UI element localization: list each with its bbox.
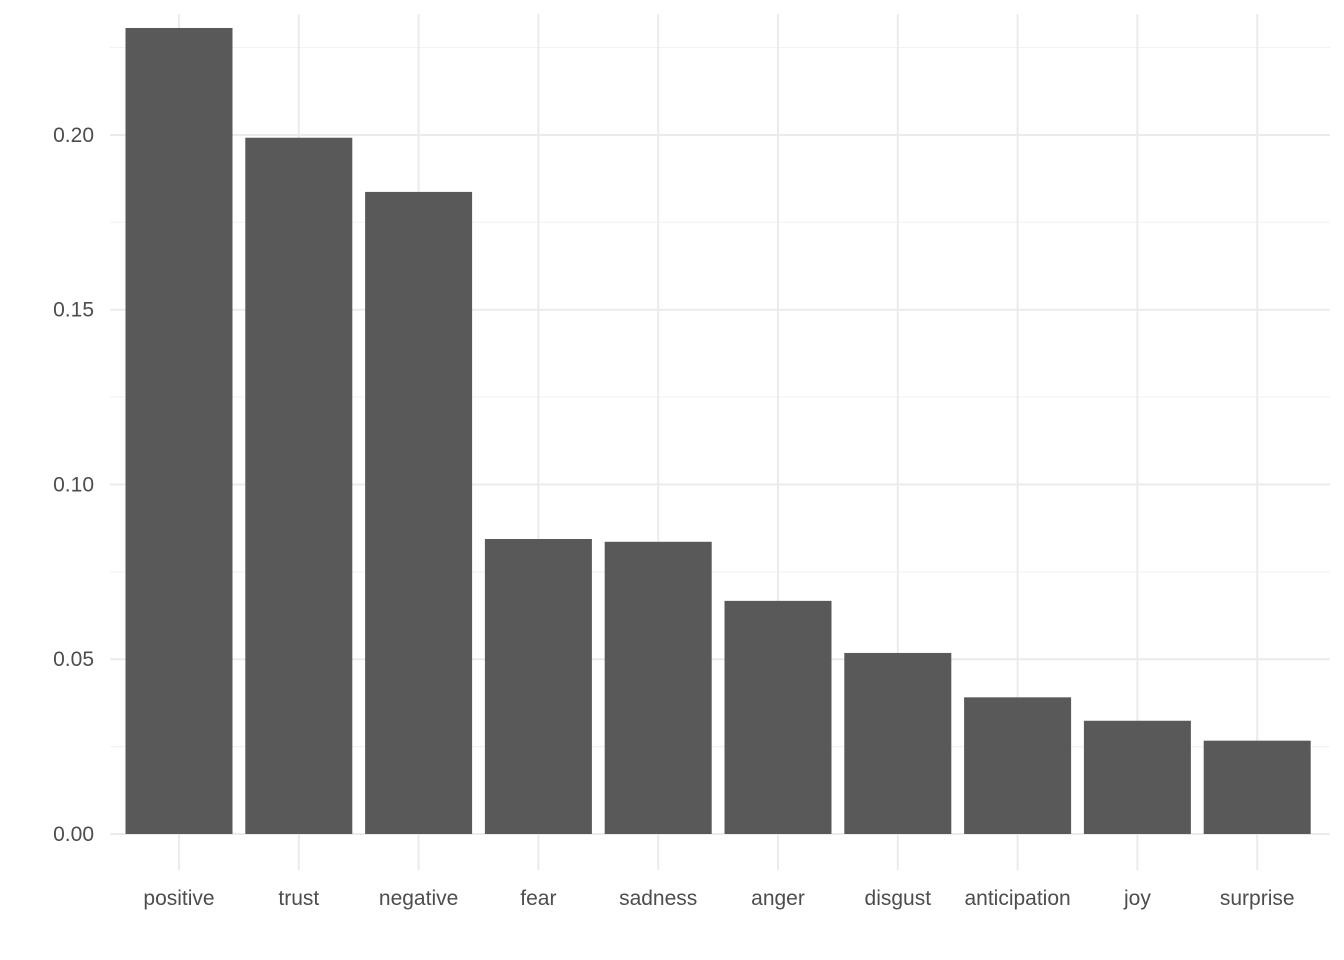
x-tick-label-negative: negative [379, 887, 458, 910]
x-tick-label-fear: fear [520, 887, 556, 910]
x-tick-label-trust: trust [278, 887, 319, 910]
bar-anticipation [964, 697, 1072, 834]
y-tick-label: 0.10 [53, 473, 94, 496]
y-axis-tick-labels: 0.00 0.05 0.10 0.15 0.20 [53, 124, 94, 846]
x-tick-label-sadness: sadness [619, 887, 697, 910]
x-tick-label-joy: joy [1123, 887, 1151, 910]
bar-disgust [844, 652, 952, 834]
bar-joy [1083, 720, 1191, 834]
bar-negative [365, 191, 473, 835]
bar-trust [245, 137, 353, 834]
bar-sadness [604, 541, 712, 834]
y-tick-label: 0.05 [53, 648, 94, 671]
x-tick-label-positive: positive [143, 887, 214, 910]
y-tick-label: 0.15 [53, 299, 94, 322]
bar-anger [724, 600, 832, 834]
x-axis-tick-labels: positive trust negative fear sadness anger dis… [143, 887, 1294, 910]
bar-positive [125, 27, 233, 834]
x-tick-label-disgust: disgust [865, 887, 932, 910]
bar-fear [484, 538, 592, 834]
x-tick-label-anticipation: anticipation [964, 887, 1070, 910]
x-tick-label-surprise: surprise [1220, 887, 1295, 910]
x-tick-label-anger: anger [751, 887, 805, 910]
y-tick-label: 0.20 [53, 124, 94, 147]
y-tick-label: 0.00 [53, 823, 94, 846]
bars [125, 27, 1311, 835]
bar-surprise [1203, 740, 1311, 834]
